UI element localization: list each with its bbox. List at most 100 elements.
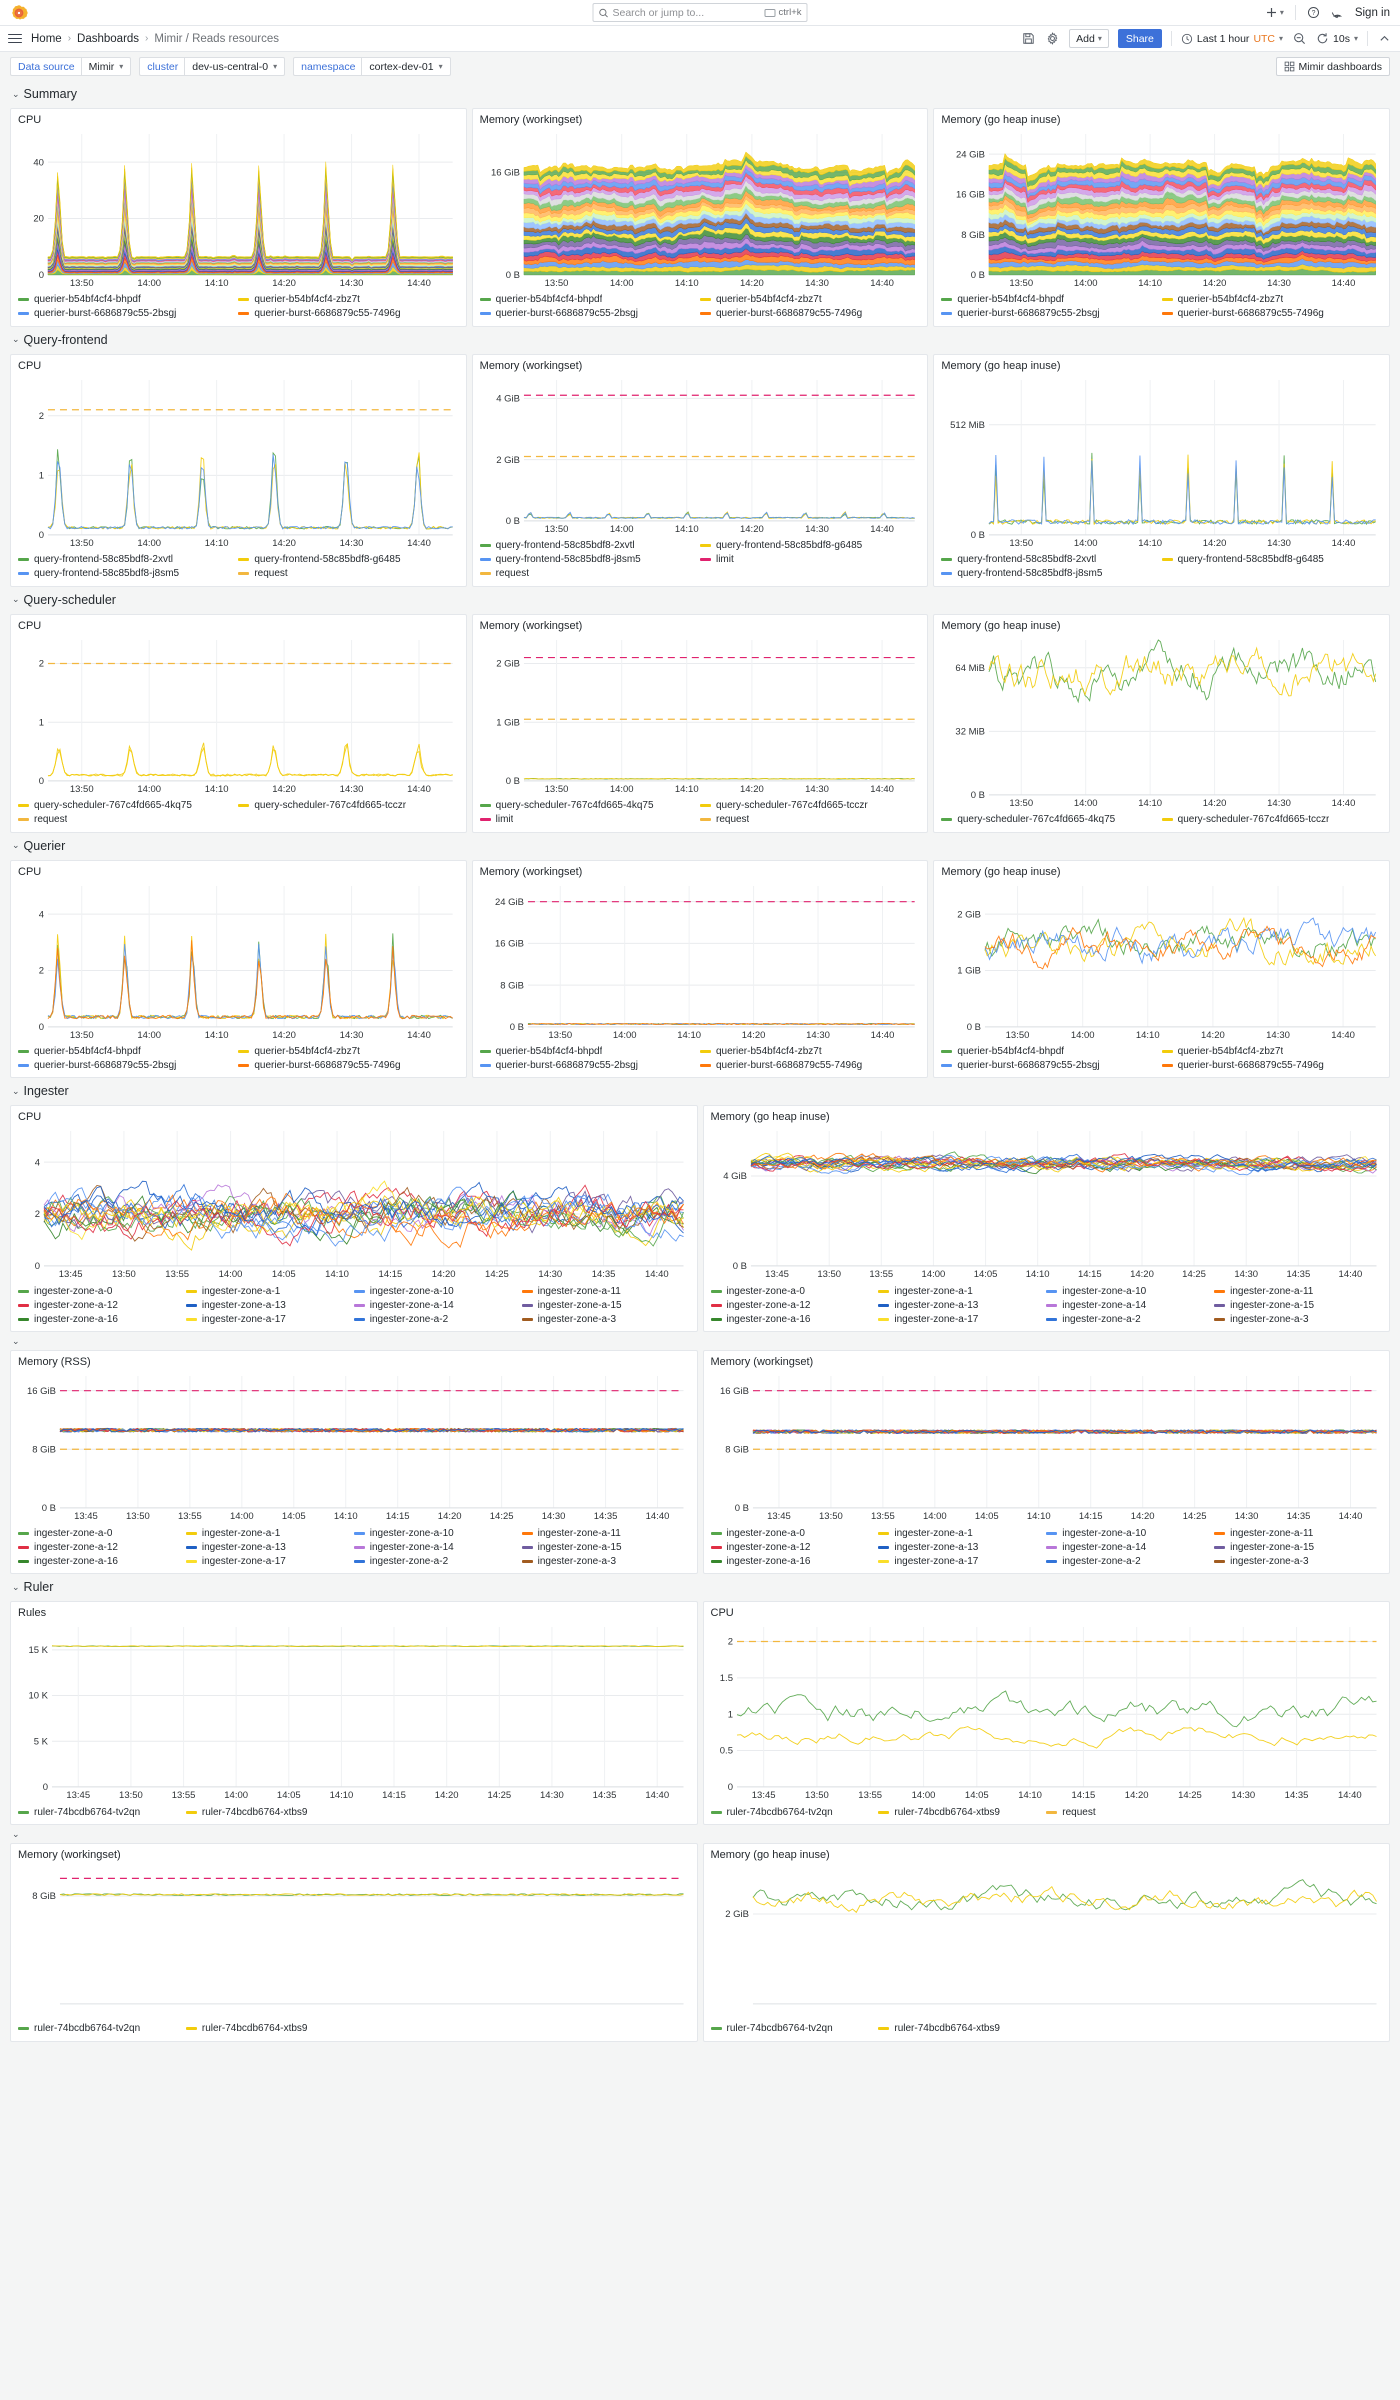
refresh-picker[interactable]: 10s ▾	[1316, 32, 1358, 45]
legend-item[interactable]: query-scheduler-767c4fd665-4kq75	[941, 813, 1161, 827]
plot-area-ing-mem-ws[interactable]: 0 B 8 GiB 16 GiB 13:45 13:50 13:55 14:00 14:05 1…	[711, 1370, 1383, 1523]
panel-ing-mem-go[interactable]: Memory (go heap inuse) 0 B 4 GiB 13:45 13:50…	[702, 1105, 1390, 1333]
panel-qf-mem-go[interactable]: Memory (go heap inuse) 0 B 512 MiB 13:50 14:…	[933, 353, 1390, 587]
row-header-querier[interactable]: ⌄ Querier	[12, 836, 1390, 856]
legend-item[interactable]: ingester-zone-a-0	[18, 1526, 186, 1540]
plot-area-ruler-mem-go[interactable]: 2 GiB	[711, 1863, 1383, 2019]
legend-item[interactable]: ingester-zone-a-16	[710, 1554, 879, 1568]
legend-item[interactable]: ingester-zone-a-13	[878, 1298, 1046, 1312]
legend-item[interactable]: querier-b54bf4cf4-zbz7t	[1161, 1044, 1382, 1058]
legend-item[interactable]: ruler-74bcdb6764-tv2qn	[710, 2022, 879, 2036]
share-button[interactable]: Share	[1117, 29, 1162, 48]
plot-area-summary-mem-ws[interactable]: 0 B 16 GiB 13:50 14:00 14:10 14:20 14:30 14:40	[480, 128, 921, 290]
legend-item[interactable]: query-scheduler-767c4fd665-4kq75	[479, 799, 700, 813]
plot-area-qs-mem-go[interactable]: 0 B 32 MiB 64 MiB 13:50 14:00 14:10 14:20 14:30…	[941, 634, 1382, 810]
legend-item[interactable]: ruler-74bcdb6764-xtbs9	[878, 2022, 1046, 2036]
legend-item[interactable]: ingester-zone-a-3	[521, 1312, 690, 1326]
legend-item[interactable]: querier-burst-6686879c55-2bsgj	[479, 307, 700, 321]
legend-item[interactable]: querier-b54bf4cf4-zbz7t	[699, 1044, 920, 1058]
legend-item[interactable]: ingester-zone-a-15	[1214, 1540, 1382, 1554]
variable-value-datasource[interactable]: Mimir ▾	[80, 57, 132, 76]
legend-item[interactable]: ingester-zone-a-3	[1214, 1312, 1382, 1326]
plot-area-qf-cpu[interactable]: 0 1 2 13:50 14:00 14:10 14:20 14:30 14:40	[18, 374, 459, 550]
legend-item[interactable]: ingester-zone-a-12	[710, 1298, 879, 1312]
legend-item[interactable]: ingester-zone-a-13	[878, 1540, 1046, 1554]
legend-item[interactable]: querier-burst-6686879c55-2bsgj	[18, 307, 238, 321]
legend-item[interactable]: ruler-74bcdb6764-tv2qn	[18, 2022, 186, 2036]
legend-item[interactable]: querier-b54bf4cf4-zbz7t	[238, 293, 458, 307]
variable-value-namespace[interactable]: cortex-dev-01 ▾	[361, 57, 451, 76]
legend-item[interactable]: querier-b54bf4cf4-bhpdf	[479, 1044, 700, 1058]
legend-item[interactable]: querier-b54bf4cf4-zbz7t	[238, 1044, 458, 1058]
legend-item[interactable]: querier-b54bf4cf4-zbz7t	[1161, 293, 1382, 307]
legend-item[interactable]: querier-b54bf4cf4-bhpdf	[941, 1044, 1161, 1058]
plot-area-ruler-rules[interactable]: 0 5 K 10 K 15 K 13:45 13:50 13:55 14:00 14:05 14:…	[18, 1621, 690, 1802]
legend-item[interactable]: request	[238, 567, 458, 581]
legend-item[interactable]: ingester-zone-a-14	[1046, 1298, 1214, 1312]
legend-item[interactable]: query-frontend-58c85bdf8-j8sm5	[479, 553, 700, 567]
panel-ruler-cpu[interactable]: CPU 0 0.5 1 1.5 2 13:45 13:50 13:55 14:00 14:05 14:…	[702, 1601, 1390, 1826]
row-header-ruler-cont[interactable]: ⌄	[12, 1827, 1390, 1841]
plot-area-ing-mem-go[interactable]: 0 B 4 GiB 13:45 13:50 13:55 14:00 14:05 14:10 14…	[711, 1125, 1383, 1281]
legend-item[interactable]: ingester-zone-a-11	[1214, 1284, 1382, 1298]
plot-area-summary-mem-go[interactable]: 0 B 8 GiB 16 GiB 24 GiB 13:50 14:00 14:10 14:20…	[941, 128, 1382, 290]
legend-item[interactable]: ingester-zone-a-2	[1046, 1312, 1214, 1326]
legend-item[interactable]: query-frontend-58c85bdf8-2xvtl	[941, 553, 1161, 567]
legend-item[interactable]: querier-burst-6686879c55-2bsgj	[479, 1058, 700, 1072]
legend-item[interactable]: querier-burst-6686879c55-2bsgj	[941, 1058, 1161, 1072]
legend-item[interactable]: ingester-zone-a-13	[185, 1298, 354, 1312]
breadcrumb-dashboards[interactable]: Dashboards	[77, 32, 140, 45]
row-header-query-frontend[interactable]: ⌄ Query-frontend	[12, 330, 1390, 350]
panel-q-mem-go[interactable]: Memory (go heap inuse) 0 B 1 GiB 2 GiB 13:50…	[933, 859, 1390, 1079]
legend-item[interactable]: ruler-74bcdb6764-xtbs9	[878, 1805, 1046, 1819]
help-button[interactable]: ?	[1307, 6, 1320, 19]
legend-item[interactable]: querier-burst-6686879c55-7496g	[1161, 307, 1382, 321]
panel-qs-mem-go[interactable]: Memory (go heap inuse) 0 B 32 MiB 64 MiB 13:…	[933, 613, 1390, 833]
legend-item[interactable]: ingester-zone-a-0	[18, 1284, 186, 1298]
legend-item[interactable]: ingester-zone-a-14	[1046, 1540, 1214, 1554]
legend-item[interactable]: ingester-zone-a-2	[1046, 1554, 1214, 1568]
panel-ruler-mem-ws[interactable]: Memory (workingset) 8 GiB ruler-74bcdb6764…	[10, 1843, 698, 2042]
legend-item[interactable]: ingester-zone-a-17	[878, 1312, 1046, 1326]
panel-qf-cpu[interactable]: CPU 0 1 2 13:50 14:00 14:10 14:20 14:30 14:40 quer…	[10, 353, 467, 587]
legend-item[interactable]: query-frontend-58c85bdf8-2xvtl	[479, 539, 700, 553]
legend-item[interactable]: query-scheduler-767c4fd665-4kq75	[18, 799, 238, 813]
legend-item[interactable]: ingester-zone-a-15	[1214, 1298, 1382, 1312]
legend-item[interactable]: ruler-74bcdb6764-tv2qn	[710, 1805, 879, 1819]
panel-ing-cpu[interactable]: CPU 0 2 4 13:45 13:50 13:55 14:00 14:05 14:10 14:1…	[10, 1105, 698, 1333]
legend-item[interactable]: request	[479, 567, 700, 581]
legend-item[interactable]: ruler-74bcdb6764-xtbs9	[185, 1805, 354, 1819]
plot-area-q-cpu[interactable]: 0 2 4 13:50 14:00 14:10 14:20 14:30 14:40	[18, 880, 459, 1042]
row-header-ingester-cont[interactable]: ⌄	[12, 1334, 1390, 1348]
panel-summary-cpu[interactable]: CPU 0 20 40 13:50 14:00 14:10 14:20 14:30 14:40 qu…	[10, 108, 467, 327]
legend-item[interactable]: ingester-zone-a-15	[521, 1540, 690, 1554]
gear-icon[interactable]	[1045, 31, 1060, 46]
legend-item[interactable]: query-scheduler-767c4fd665-tcczr	[699, 799, 920, 813]
zoom-out-icon[interactable]	[1292, 31, 1307, 46]
legend-item[interactable]: ingester-zone-a-0	[710, 1284, 879, 1298]
legend-item[interactable]: ingester-zone-a-10	[353, 1284, 522, 1298]
legend-item[interactable]: ingester-zone-a-11	[521, 1284, 690, 1298]
legend-item[interactable]: querier-b54bf4cf4-bhpdf	[18, 293, 238, 307]
save-disk-icon[interactable]	[1021, 31, 1036, 46]
plot-area-q-mem-go[interactable]: 0 B 1 GiB 2 GiB 13:50 14:00 14:10 14:20 14:30 14…	[941, 880, 1382, 1042]
panel-qs-cpu[interactable]: CPU 0 1 2 13:50 14:00 14:10 14:20 14:30 14:40 quer…	[10, 613, 467, 833]
panel-q-mem-ws[interactable]: Memory (workingset) 0 B 8 GiB 16 GiB 24 GiB 1…	[471, 859, 929, 1079]
legend-item[interactable]: querier-burst-6686879c55-7496g	[699, 1058, 920, 1072]
legend-item[interactable]: ingester-zone-a-16	[18, 1312, 186, 1326]
plot-area-summary-cpu[interactable]: 0 20 40 13:50 14:00 14:10 14:20 14:30 14:40	[18, 128, 459, 290]
legend-item[interactable]: ingester-zone-a-1	[878, 1284, 1046, 1298]
breadcrumb-home[interactable]: Home	[31, 32, 62, 45]
panel-summary-mem-go[interactable]: Memory (go heap inuse) 0 B 8 GiB 16 GiB 24 G…	[933, 108, 1390, 327]
legend-item[interactable]: limit	[479, 813, 700, 827]
legend-item[interactable]: query-scheduler-767c4fd665-tcczr	[238, 799, 458, 813]
legend-item[interactable]: query-frontend-58c85bdf8-j8sm5	[18, 567, 238, 581]
legend-item[interactable]: ingester-zone-a-3	[521, 1554, 690, 1568]
panel-ruler-rules[interactable]: Rules 0 5 K 10 K 15 K 13:45 13:50 13:55 14:00 14:…	[10, 1601, 698, 1826]
legend-item[interactable]: ingester-zone-a-11	[521, 1526, 690, 1540]
legend-item[interactable]: limit	[699, 553, 920, 567]
legend-item[interactable]: query-frontend-58c85bdf8-g6485	[1161, 553, 1382, 567]
row-header-ingester[interactable]: ⌄ Ingester	[12, 1081, 1390, 1101]
legend-item[interactable]: ingester-zone-a-11	[1214, 1526, 1382, 1540]
legend-item[interactable]: ingester-zone-a-3	[1214, 1554, 1382, 1568]
